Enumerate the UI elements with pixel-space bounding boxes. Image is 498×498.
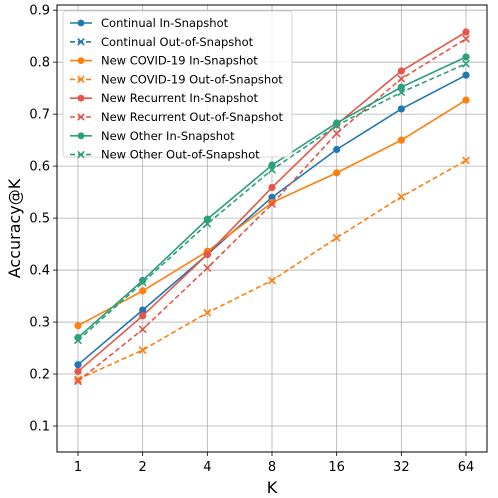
series-2 — [74, 96, 470, 330]
data-point-x — [203, 264, 212, 272]
y-tick-label: 0.2 — [29, 368, 50, 383]
data-point-x — [268, 276, 276, 285]
x-tick-label: 2 — [139, 460, 147, 475]
y-axis-title: Accuracy@K — [5, 178, 24, 278]
data-point-x — [462, 34, 470, 43]
series-3 — [74, 156, 470, 384]
data-point-x — [332, 129, 341, 138]
data-point-x — [332, 233, 341, 242]
series-layer — [74, 28, 470, 386]
y-tick-label: 0.3 — [29, 316, 50, 331]
data-point-x — [138, 278, 147, 287]
data-point-x — [268, 165, 276, 174]
data-point-circle — [77, 94, 85, 102]
data-point-x — [462, 59, 470, 68]
x-tick-label: 8 — [268, 460, 276, 475]
y-tick-label: 0.8 — [29, 56, 50, 71]
legend: Continual In-Snapshot Continual Out-of-Sn… — [62, 10, 293, 162]
y-tick-label: 0.9 — [29, 4, 50, 19]
data-point-x — [203, 219, 212, 228]
data-point-circle — [397, 136, 405, 144]
legend-label: New Other Out-of-Snapshot — [101, 148, 260, 162]
series-5 — [74, 34, 470, 386]
data-point-circle — [74, 367, 82, 376]
data-point-circle — [139, 276, 147, 285]
data-point-x — [138, 346, 147, 355]
data-point-circle — [333, 169, 341, 177]
legend-item: New Recurrent Out-of-Snapshot — [70, 110, 283, 124]
legend-item: New COVID-19 In-Snapshot — [70, 54, 258, 68]
data-point-x — [397, 88, 406, 97]
y-tick-label: 0.4 — [29, 264, 50, 279]
data-point-x — [77, 150, 85, 159]
data-point-x — [462, 156, 470, 165]
data-point-circle — [77, 132, 85, 140]
x-tick-label: 1 — [74, 460, 82, 475]
legend-item: Continual Out-of-Snapshot — [70, 35, 254, 49]
y-axis-ticks: 0.1 0.2 0.3 0.4 0.5 0.6 0.7 0.8 0.9 — [29, 4, 57, 435]
x-axis-title: K — [267, 478, 278, 497]
x-tick-label: 16 — [328, 460, 345, 475]
data-point-circle — [74, 361, 82, 369]
data-point-x — [397, 74, 406, 83]
data-point-x — [74, 377, 82, 386]
data-point-x — [77, 75, 85, 84]
legend-label: Continual In-Snapshot — [101, 16, 229, 30]
data-point-circle — [397, 105, 405, 113]
data-point-circle — [203, 250, 211, 259]
data-point-circle — [268, 198, 276, 207]
data-point-circle — [333, 145, 341, 154]
data-point-x — [77, 113, 85, 121]
data-point-x — [203, 308, 212, 317]
legend-item: New COVID-19 Out-of-Snapshot — [70, 72, 283, 86]
data-point-circle — [462, 28, 470, 36]
x-tick-label: 64 — [458, 460, 475, 475]
data-point-circle — [139, 312, 147, 320]
legend-box — [62, 10, 293, 158]
data-point-circle — [397, 67, 405, 75]
legend-label: New Recurrent Out-of-Snapshot — [101, 110, 283, 124]
legend-label: New Recurrent In-Snapshot — [101, 91, 259, 105]
legend-label: New Other In-Snapshot — [101, 129, 235, 143]
series-7 — [74, 59, 470, 345]
x-axis-ticks: 1 2 4 8 16 32 64 — [74, 452, 474, 475]
data-point-circle — [462, 53, 470, 61]
y-tick-label: 0.7 — [29, 108, 50, 123]
y-tick-label: 0.6 — [29, 160, 50, 175]
data-point-x — [74, 336, 82, 345]
data-point-circle — [268, 183, 276, 192]
legend-label: New COVID-19 Out-of-Snapshot — [101, 72, 283, 86]
data-point-circle — [268, 193, 276, 201]
data-point-x — [397, 192, 406, 201]
data-point-circle — [74, 322, 82, 330]
data-point-circle — [397, 83, 405, 91]
y-tick-label: 0.5 — [29, 212, 50, 227]
x-tick-label: 32 — [393, 460, 410, 475]
data-point-x — [332, 121, 341, 130]
legend-item: New Recurrent In-Snapshot — [70, 91, 259, 105]
legend-item: New Other Out-of-Snapshot — [70, 148, 260, 162]
legend-item: Continual In-Snapshot — [70, 16, 229, 30]
data-point-circle — [77, 19, 85, 27]
data-point-x — [138, 325, 147, 334]
data-point-x — [74, 375, 82, 384]
y-tick-label: 0.1 — [29, 420, 50, 435]
data-point-circle — [462, 96, 470, 104]
data-point-circle — [462, 71, 470, 79]
legend-item: New Other In-Snapshot — [70, 129, 235, 143]
data-point-x — [268, 200, 276, 209]
data-point-circle — [139, 287, 147, 295]
data-point-circle — [139, 306, 147, 314]
legend-label: Continual Out-of-Snapshot — [101, 35, 254, 49]
data-point-circle — [77, 57, 85, 64]
x-tick-label: 4 — [203, 460, 211, 475]
legend-label: New COVID-19 In-Snapshot — [101, 54, 258, 68]
data-point-x — [77, 38, 85, 46]
